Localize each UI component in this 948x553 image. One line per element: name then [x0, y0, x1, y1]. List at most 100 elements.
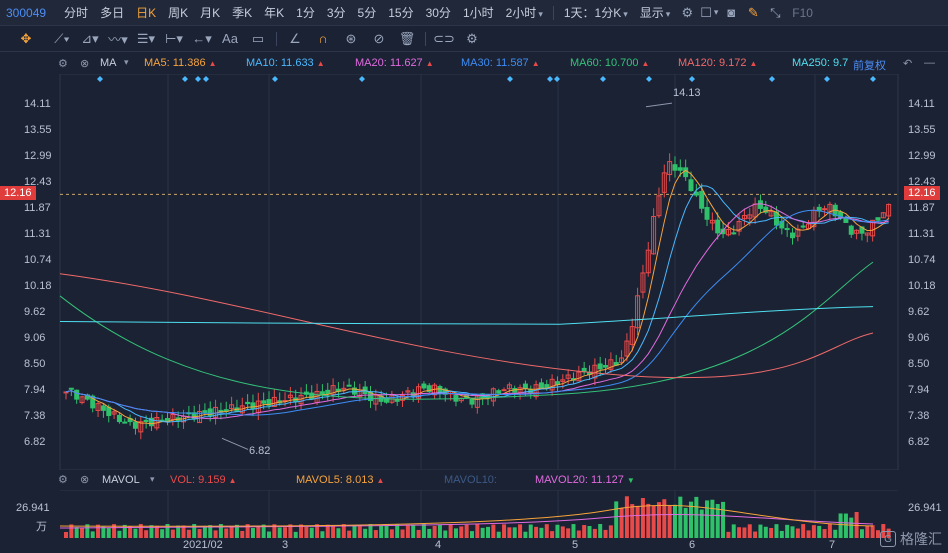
- volume-bar: [806, 530, 811, 538]
- ruler-icon[interactable]: ∠: [289, 30, 301, 46]
- tool-settings-icon[interactable]: ⚙: [466, 30, 478, 46]
- candlestick-chart[interactable]: 14.11 13.55 12.99 12.43 11.87 11.31 10.7…: [0, 73, 948, 471]
- candle-body: [549, 378, 555, 391]
- display-menu[interactable]: 显示: [634, 0, 677, 26]
- checkbox-square-icon[interactable]: ☐: [698, 2, 720, 24]
- camera-icon[interactable]: ◙: [727, 5, 736, 20]
- fib-tool-icon[interactable]: ☰▾: [136, 30, 156, 46]
- price-tick-left: 12.43: [24, 176, 52, 188]
- ma-legend: ⚙ ⊗ MA ▾ MA5: 11.386 ▲ MA10: 11.633 ▲ MA20…: [0, 52, 948, 74]
- ma-settings-icon[interactable]: ⚙: [58, 58, 68, 70]
- event-marker-icon: [97, 76, 103, 82]
- volume-bar: [571, 524, 576, 538]
- period-tab-multiday[interactable]: 多日: [100, 5, 125, 20]
- candle-body: [474, 395, 480, 408]
- magnet-icon[interactable]: ∩: [318, 31, 328, 46]
- text-tool-icon[interactable]: Aa: [222, 31, 238, 46]
- candle-body: [544, 384, 550, 388]
- link-icon[interactable]: ⊂⊃: [433, 30, 455, 46]
- volume-bar: [715, 503, 720, 538]
- volume-bar: [176, 525, 181, 538]
- pencil-icon[interactable]: ✎: [747, 4, 759, 20]
- candle-body: [667, 161, 673, 176]
- comment-icon[interactable]: ▭: [251, 30, 265, 46]
- stock-code[interactable]: 300049: [6, 5, 47, 20]
- volume-svg[interactable]: [0, 489, 948, 538]
- period-tab-30min[interactable]: 30分: [425, 5, 451, 20]
- vol-close-icon[interactable]: ⊗: [80, 474, 90, 486]
- volume-bar: [427, 528, 432, 538]
- period-tab-daily[interactable]: 日K: [136, 5, 157, 20]
- range-tool-icon[interactable]: ⊢▾: [165, 30, 183, 46]
- volume-bar: [309, 527, 314, 538]
- volume-bar: [325, 524, 330, 538]
- period-low-label: 6.82: [249, 445, 271, 457]
- volume-bar: [870, 525, 875, 538]
- volume-bar: [411, 525, 416, 538]
- candle-body: [79, 396, 85, 404]
- candle-body: [741, 215, 747, 220]
- period-tab-3min[interactable]: 3分: [326, 5, 346, 20]
- volume-bar: [224, 528, 229, 538]
- candle-body: [250, 402, 256, 410]
- volume-bar: [790, 526, 795, 538]
- period-tab-weekly[interactable]: 周K: [168, 5, 189, 20]
- period-tab-15min[interactable]: 15分: [388, 5, 414, 20]
- period-tab-2hour[interactable]: 2小时: [500, 0, 549, 26]
- price-tick-left: 9.62: [24, 306, 46, 318]
- lock-rotate-icon[interactable]: ⊛: [345, 30, 357, 46]
- trash-icon[interactable]: 🗑: [398, 30, 416, 46]
- price-tick-right: 9.62: [908, 306, 930, 318]
- volume-bar: [304, 526, 309, 538]
- volume-bar: [560, 526, 565, 538]
- period-tab-yearly[interactable]: 年K: [264, 5, 285, 20]
- price-tick-right: 7.94: [908, 384, 930, 396]
- volume-bar: [678, 496, 683, 538]
- volume-bar: [272, 524, 277, 538]
- volume-bar: [69, 524, 74, 538]
- candle-body: [576, 371, 582, 382]
- vol-indicator-name[interactable]: MAVOL: [102, 474, 140, 486]
- period-tab-quarterly[interactable]: 季K: [232, 5, 253, 20]
- date-label: 2021/02: [183, 539, 223, 551]
- move-cross-icon[interactable]: ✥: [20, 30, 32, 46]
- event-marker-icon: [547, 76, 553, 82]
- adjust-mode-button[interactable]: 前复权: [853, 60, 886, 72]
- collapse-icon[interactable]: ⤡: [770, 4, 781, 20]
- minimize-icon[interactable]: —: [924, 57, 935, 69]
- hide-icon[interactable]: ⊘: [373, 30, 385, 46]
- kline-svg[interactable]: [0, 73, 948, 471]
- period-tab-5min[interactable]: 5分: [357, 5, 377, 20]
- period-tab-monthly[interactable]: 月K: [200, 5, 221, 20]
- volume-bar: [261, 524, 266, 538]
- candle-body: [351, 387, 357, 395]
- volume-bar: [229, 526, 234, 538]
- period-tab-intraday[interactable]: 分时: [64, 5, 89, 20]
- divider: [276, 31, 277, 46]
- period-tab-1hour[interactable]: 1小时: [462, 5, 494, 20]
- undo-icon[interactable]: ↶: [903, 58, 913, 70]
- volume-bar: [277, 527, 282, 538]
- volume-bar: [197, 529, 202, 538]
- wave-tool-icon[interactable]: 〰▾: [108, 32, 128, 47]
- settings-gear-icon[interactable]: ⚙: [681, 4, 694, 20]
- ma-close-icon[interactable]: ⊗: [80, 58, 90, 70]
- channel-tool-icon[interactable]: ⊿▾: [81, 30, 99, 46]
- event-marker-icon: [554, 76, 560, 82]
- ma-indicator-name[interactable]: MA: [100, 57, 117, 69]
- volume-bar: [518, 524, 523, 538]
- ma-dropdown-icon[interactable]: ▾: [124, 57, 129, 67]
- volume-bar: [405, 525, 410, 538]
- date-axis: 2021/02 3 4 5 6 7: [0, 538, 948, 553]
- arrow-tool-icon[interactable]: ←▾: [192, 30, 212, 46]
- f10-button[interactable]: F10: [792, 5, 813, 20]
- vol-settings-icon[interactable]: ⚙: [58, 474, 68, 486]
- candle-body: [229, 404, 235, 410]
- volume-bar: [170, 529, 175, 538]
- vol-dropdown-icon[interactable]: ▾: [150, 474, 155, 484]
- period-select[interactable]: 1天：1分K: [558, 0, 634, 26]
- period-tab-1min[interactable]: 1分: [296, 5, 315, 20]
- line-tool-icon[interactable]: ⟋▾: [54, 30, 70, 46]
- volume-chart[interactable]: 26.941 万 26.941: [0, 489, 948, 538]
- date-label: 5: [572, 539, 579, 551]
